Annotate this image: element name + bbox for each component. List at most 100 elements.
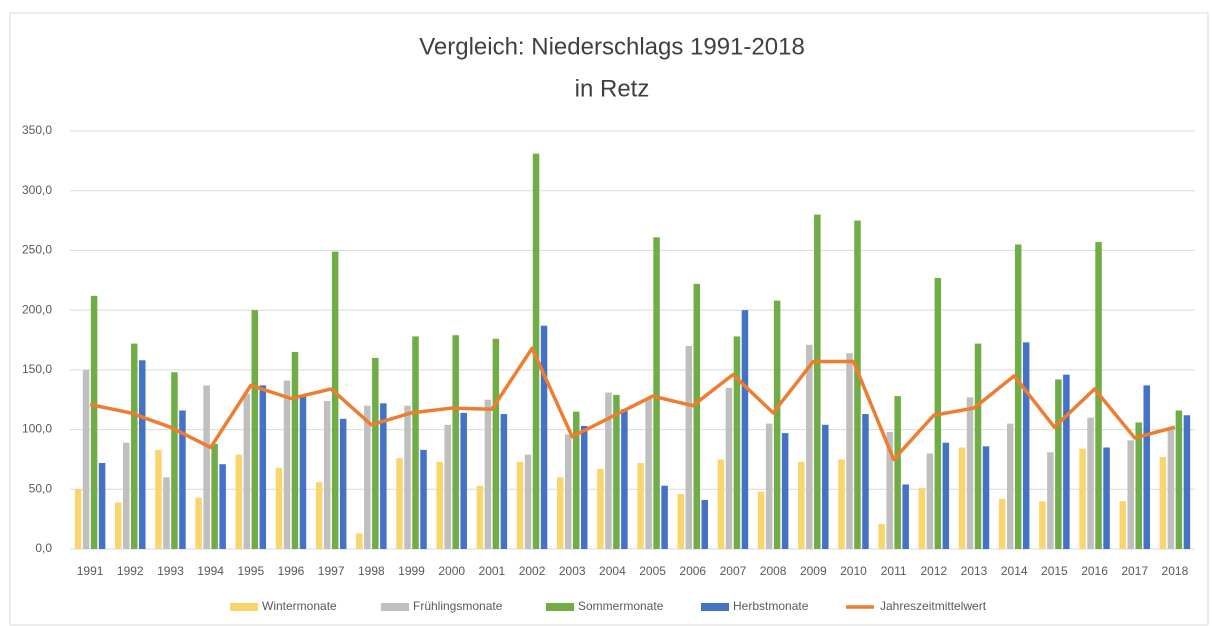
bar [1183, 415, 1191, 549]
bar [323, 400, 331, 549]
legend-label: Sommermonate [578, 599, 664, 613]
bar [1047, 452, 1054, 549]
bar [251, 310, 259, 549]
bar [998, 498, 1006, 549]
bar [982, 446, 990, 549]
legend-label: Herbstmonate [733, 599, 809, 613]
bar [500, 414, 508, 549]
bar [1135, 422, 1142, 549]
x-tick-label: 2007 [720, 564, 747, 578]
bar [356, 533, 363, 549]
x-tick-label: 2005 [639, 564, 666, 578]
bar [74, 489, 82, 549]
x-tick-label: 1992 [117, 564, 144, 578]
bar [806, 344, 813, 549]
bar [886, 431, 893, 549]
bar [572, 411, 580, 549]
y-tick-label: 100,0 [22, 422, 52, 436]
bar [291, 351, 299, 549]
line [89, 346, 1176, 462]
chart-title: in Retz [575, 75, 650, 102]
bar [436, 461, 443, 549]
bar [781, 433, 789, 549]
bar [372, 357, 379, 549]
bar [444, 424, 451, 549]
legend-swatch [230, 603, 258, 611]
bar [556, 477, 564, 549]
bar [171, 372, 178, 549]
bar [115, 502, 122, 549]
bar [798, 461, 805, 549]
x-tick-label: 1998 [358, 564, 385, 578]
bar [404, 405, 411, 549]
bar [1103, 447, 1110, 549]
x-tick-label: 2011 [881, 564, 907, 578]
bar [540, 325, 548, 549]
x-tick-label: 1999 [398, 564, 425, 578]
bar [765, 423, 773, 549]
x-tick-label: 1997 [318, 564, 345, 578]
legend-swatch [701, 603, 729, 611]
bar [637, 463, 644, 549]
bar [1014, 244, 1022, 549]
bar [1079, 448, 1086, 549]
bar [82, 369, 90, 549]
bar [1143, 385, 1150, 549]
x-tick-label: 2001 [479, 564, 506, 578]
bar [693, 283, 701, 549]
bar [516, 461, 524, 549]
x-tick-label: 2002 [519, 564, 546, 578]
bar [741, 310, 749, 549]
bar [492, 338, 500, 549]
bar [524, 454, 532, 549]
bar [219, 464, 226, 549]
bar [155, 449, 162, 549]
x-tick-label: 2013 [961, 564, 988, 578]
y-tick-label: 250,0 [22, 243, 52, 257]
bar [1006, 423, 1014, 549]
bar [396, 458, 403, 549]
bar [966, 397, 974, 549]
bar [460, 412, 467, 549]
bar [733, 336, 741, 549]
x-tick-label: 2009 [800, 564, 827, 578]
bar [822, 424, 829, 549]
bar [1175, 410, 1183, 549]
x-tick-label: 2014 [1001, 564, 1028, 578]
bar [1022, 342, 1030, 549]
bar [299, 396, 307, 549]
bar [677, 494, 685, 549]
bar [685, 345, 693, 549]
y-tick-label: 150,0 [22, 362, 52, 376]
bar [283, 380, 291, 549]
bar [653, 237, 660, 549]
bar [717, 459, 725, 549]
bar [878, 523, 885, 549]
bar [621, 409, 628, 549]
bar [926, 453, 934, 549]
bar [532, 153, 540, 550]
bar [1055, 379, 1062, 549]
x-tick-label: 1995 [237, 564, 264, 578]
bar [1119, 501, 1126, 549]
bar [275, 467, 283, 549]
x-tick-label: 2008 [760, 564, 787, 578]
bar [974, 343, 982, 549]
bar [1063, 374, 1070, 549]
bar [123, 442, 130, 549]
bar [902, 484, 909, 549]
bar [1159, 457, 1167, 549]
bar [613, 394, 620, 549]
bar [854, 220, 861, 550]
bar [846, 353, 853, 549]
bar [339, 418, 347, 549]
x-tick-label: 2016 [1081, 564, 1108, 578]
bar [1039, 501, 1046, 549]
bar [605, 392, 612, 549]
bar [452, 335, 459, 549]
x-tick-label: 2012 [920, 564, 947, 578]
bar [918, 488, 926, 549]
bar [90, 295, 98, 549]
legend-swatch [546, 603, 574, 611]
bar [420, 449, 427, 549]
